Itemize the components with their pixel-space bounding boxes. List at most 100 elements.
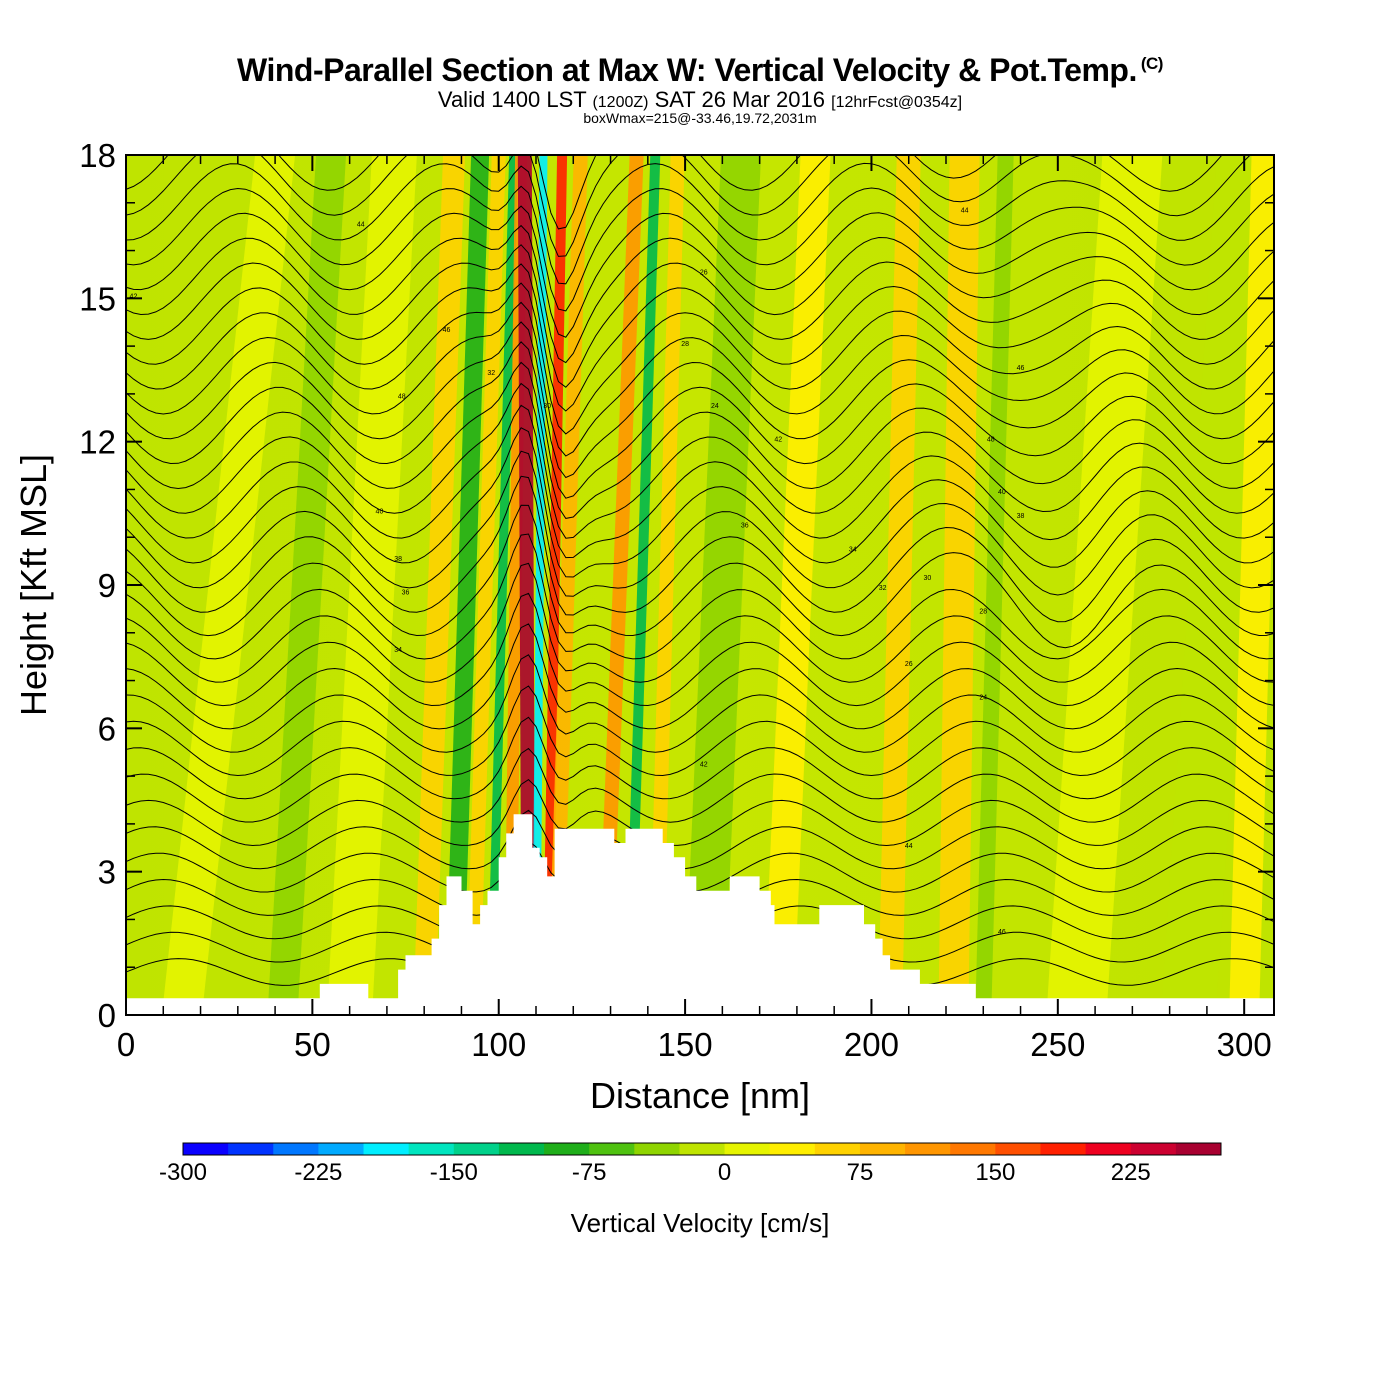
contour-label: 34 bbox=[849, 547, 857, 554]
isentrope-line bbox=[126, 778, 1274, 847]
isentrope-line bbox=[126, 263, 1274, 412]
colorbar-swatch bbox=[679, 1143, 726, 1155]
colorbar-swatch bbox=[1130, 1143, 1177, 1155]
y-tick-label: 3 bbox=[98, 854, 116, 891]
velocity-band bbox=[445, 155, 490, 1015]
colorbar-label: Vertical Velocity [cm/s] bbox=[571, 1208, 830, 1238]
colorbar-tick-label: 225 bbox=[1111, 1159, 1151, 1186]
contour-label: 26 bbox=[700, 269, 708, 276]
y-tick-label: 15 bbox=[79, 280, 116, 317]
colorbar-swatch bbox=[228, 1143, 274, 1155]
valid-time-label: Valid 1400 LST bbox=[437, 87, 587, 112]
x-axis-label: Distance [nm] bbox=[590, 1075, 810, 1116]
isentrope-line bbox=[126, 361, 1274, 519]
isentrope-line bbox=[126, 504, 1274, 649]
contour-label: 34 bbox=[394, 647, 402, 654]
colorbar-swatch bbox=[1040, 1143, 1087, 1155]
velocity-band bbox=[267, 155, 346, 1015]
x-tick-label: 150 bbox=[658, 1026, 713, 1063]
y-axis-label: Height [Kft MSL] bbox=[13, 454, 54, 716]
contour-label: 24 bbox=[711, 403, 719, 410]
colorbar-tick-label: -300 bbox=[159, 1159, 207, 1186]
isentrope-line bbox=[126, 185, 1274, 312]
contour-label: 28 bbox=[681, 341, 689, 348]
x-tick-label: 200 bbox=[844, 1026, 899, 1063]
isentrope-line bbox=[126, 623, 1274, 730]
forecast-info-label: [12hrFcst@0354z] bbox=[831, 94, 963, 111]
chart-title: Wind-Parallel Section at Max W: Vertical… bbox=[0, 52, 1400, 89]
velocity-band bbox=[532, 155, 548, 1015]
contour-label: 44 bbox=[905, 843, 913, 850]
valid-date-label: SAT 26 Mar 2016 bbox=[654, 87, 825, 112]
isentrope-line bbox=[126, 685, 1274, 777]
colorbar-tick-label: -225 bbox=[294, 1159, 342, 1186]
colorbar-frame bbox=[182, 1142, 1222, 1156]
colorbar-swatch bbox=[1175, 1143, 1222, 1155]
valid-utc-label: (1200Z) bbox=[592, 94, 649, 111]
colorbar-tick-label: 75 bbox=[847, 1159, 874, 1186]
isentrope-line bbox=[126, 224, 1274, 364]
contour-label: 36 bbox=[741, 523, 749, 530]
contour-label: 30 bbox=[923, 575, 931, 582]
velocity-band bbox=[648, 155, 685, 1015]
isentrope-line bbox=[126, 654, 1274, 753]
velocity-band bbox=[1160, 155, 1272, 1015]
colorbar-swatch bbox=[589, 1143, 635, 1155]
isentrope-line bbox=[126, 840, 1274, 893]
isentrope-line bbox=[126, 562, 1274, 683]
velocity-band bbox=[683, 155, 761, 1015]
x-tick-label: 250 bbox=[1030, 1026, 1085, 1063]
colorbar-swatch bbox=[769, 1143, 816, 1155]
isentrope-line bbox=[126, 809, 1274, 870]
contour-label: 44 bbox=[961, 207, 969, 214]
contour-label: 40 bbox=[376, 508, 384, 515]
y-tick-label: 12 bbox=[79, 424, 116, 461]
colorbar-swatch bbox=[363, 1143, 410, 1155]
chart-title-text: Wind-Parallel Section at Max W: Vertical… bbox=[237, 52, 1137, 88]
velocity-band bbox=[878, 155, 921, 1015]
terrain-mask bbox=[126, 814, 1274, 1015]
colorbar-tick-label: -75 bbox=[572, 1159, 607, 1186]
isentrope-line bbox=[126, 716, 1274, 800]
contour-label: 32 bbox=[879, 585, 887, 592]
colorbar-tick-label: 0 bbox=[718, 1159, 731, 1186]
isentrope-line bbox=[126, 321, 1274, 479]
velocity-band bbox=[624, 155, 661, 1015]
contour-label: 42 bbox=[130, 293, 138, 300]
contour-label: 48 bbox=[398, 394, 406, 401]
isentrope-line bbox=[126, 162, 1274, 285]
contour-label: 42 bbox=[774, 437, 782, 444]
y-tick-label: 18 bbox=[79, 137, 116, 174]
contour-label: 28 bbox=[979, 609, 987, 616]
copyright-mark: (C) bbox=[1140, 54, 1164, 73]
isentrope-line bbox=[126, 155, 1223, 230]
isentrope-line bbox=[126, 205, 1274, 338]
plot-area: 42 44 46 48 40 38 36 34 32 30 28 26 24 42 44 46 48 40 38 36… bbox=[126, 155, 1274, 1015]
contour-label: 46 bbox=[1017, 365, 1025, 372]
x-tick-label: 0 bbox=[117, 1026, 135, 1063]
velocity-band bbox=[486, 155, 519, 1015]
contour-label: 42 bbox=[700, 762, 708, 769]
box-info: boxWmax=215@-33.46,19.72,2031m bbox=[583, 110, 817, 126]
colorbar-swatch bbox=[408, 1143, 455, 1155]
colorbar-swatch bbox=[544, 1143, 590, 1155]
isentrope-line bbox=[126, 592, 1274, 707]
velocity-band bbox=[327, 155, 417, 1015]
y-tick-label: 9 bbox=[98, 567, 116, 604]
colorbar: -300 -225 -150 -75 0 75 150 225 bbox=[159, 1142, 1222, 1186]
x-tick-label: 50 bbox=[294, 1026, 331, 1063]
isentrope-line bbox=[126, 382, 1274, 539]
colorbar-swatch bbox=[859, 1143, 906, 1155]
colorbar-swatch bbox=[453, 1143, 500, 1155]
velocity-band bbox=[413, 155, 465, 1015]
isentrope-line bbox=[126, 341, 1274, 499]
velocity-band bbox=[938, 155, 980, 1015]
contour-label: 36 bbox=[402, 590, 410, 597]
isentrope-line bbox=[126, 301, 1274, 457]
isentrope-line bbox=[126, 747, 1274, 823]
isentrope-line bbox=[126, 404, 1274, 559]
colorbar-swatch bbox=[724, 1143, 771, 1155]
x-tick-label: 100 bbox=[471, 1026, 526, 1063]
contour-label: 40 bbox=[998, 489, 1006, 496]
colorbar-swatch bbox=[183, 1143, 229, 1155]
